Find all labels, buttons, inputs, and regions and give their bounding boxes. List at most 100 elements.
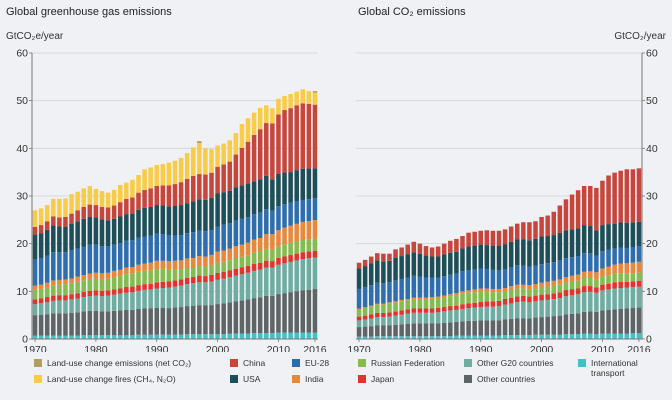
ghg-bar-segment	[111, 310, 117, 336]
ghg-bar-segment	[99, 311, 105, 336]
co2-bar-segment	[490, 230, 496, 246]
legend-label: India	[305, 374, 324, 384]
co2-bar-segment	[411, 312, 417, 324]
co2-bar-segment	[557, 205, 563, 233]
ghg-bar-segment	[203, 305, 208, 335]
co2-bar-segment	[588, 226, 593, 254]
ghg-bar-segment	[124, 214, 129, 241]
co2-bar-segment	[594, 287, 599, 293]
ghg-bar-segment	[227, 302, 233, 334]
ghg-bar-segment	[197, 141, 202, 144]
co2-bar-segment	[630, 308, 636, 334]
co2-bar-segment	[362, 266, 368, 288]
co2-bar-segment	[527, 266, 532, 286]
co2-bar-segment	[630, 281, 636, 288]
ghg-bar-segment	[276, 114, 281, 174]
co2-bar-segment	[411, 241, 417, 253]
co2-bar-segment	[484, 301, 490, 307]
ghg-bar-segment	[75, 210, 80, 222]
legend-swatch	[34, 359, 42, 367]
co2-bar-segment	[581, 253, 587, 272]
ghg-bar-segment	[99, 206, 105, 220]
co2-bar-segment	[521, 239, 526, 266]
co2-bar-segment	[612, 288, 617, 310]
ghg-bar-segment	[197, 174, 202, 200]
co2-bar-segment	[515, 288, 520, 297]
co2-bar-segment	[502, 319, 508, 336]
co2-bar-segment	[527, 318, 532, 336]
co2-bar-segment	[588, 185, 593, 227]
ghg-bar-segment	[75, 312, 80, 336]
ghg-bar-segment	[276, 173, 281, 207]
ghg-bar-segment	[197, 199, 202, 231]
ghg-bar-segment	[251, 112, 257, 135]
co2-bar-segment	[636, 261, 642, 273]
co2-bar-segment	[490, 320, 496, 336]
co2-bar-segment	[600, 251, 605, 269]
ghg-bar-segment	[166, 185, 172, 207]
co2-bar-segment	[368, 326, 374, 337]
ghg-bar-segment	[148, 167, 153, 189]
co2-bar-segment	[490, 288, 496, 293]
ghg-bar-segment	[99, 191, 105, 207]
co2-bar-segment	[600, 284, 605, 291]
co2-bar-segment	[448, 240, 453, 253]
co2-bar-segment	[441, 276, 447, 296]
co2-bar-segment	[606, 224, 611, 250]
ghg-bar-segment	[81, 218, 86, 247]
ghg-bar-segment	[38, 314, 44, 336]
ghg-bar-segment	[81, 188, 86, 207]
co2-bar-segment	[624, 333, 630, 339]
co2-bar-segment	[527, 335, 532, 339]
co2-bar-segment	[472, 320, 477, 336]
ghg-bar-segment	[154, 334, 159, 339]
co2-bar-segment	[575, 280, 581, 289]
co2-bar-segment	[563, 282, 569, 291]
ghg-bar-segment	[209, 230, 214, 255]
co2-bar-segment	[368, 318, 374, 327]
co2-bar-segment	[551, 293, 557, 299]
ghg-bar-segment	[300, 290, 306, 333]
ghg-bar-segment	[69, 213, 74, 224]
ghg-bar-segment	[264, 333, 269, 339]
co2-bar-segment	[581, 311, 587, 334]
legend-item-eu28: EU-28	[292, 358, 329, 368]
co2-bar-segment	[508, 226, 514, 242]
co2-bar-segment	[484, 335, 490, 339]
legend-label: USA	[243, 374, 261, 384]
ghg-bar-segment	[239, 300, 245, 334]
ghg-bar-segment	[178, 182, 184, 206]
co2-bar-segment	[618, 287, 623, 309]
co2-bar-segment	[600, 225, 605, 252]
ghg-bar-segment	[227, 161, 233, 191]
ghg-bar-segment	[251, 134, 257, 182]
ghg-bar-segment	[172, 184, 178, 207]
legend-swatch	[358, 359, 366, 367]
co2-bar-segment	[521, 288, 526, 296]
ghg-bar-segment	[44, 221, 50, 230]
co2-bar-segment	[411, 336, 417, 339]
co2-bar-segment	[448, 336, 453, 339]
ghg-x-tick-label: 1990	[145, 344, 169, 352]
co2-bar-segment	[502, 335, 508, 339]
co2-bar-segment	[612, 282, 617, 289]
co2-x-tick-label: 1980	[408, 344, 432, 352]
co2-bar-segment	[606, 249, 611, 267]
ghg-bar-segment	[209, 281, 214, 306]
ghg-bar-segment	[105, 278, 111, 291]
legend-item-japan: Japan	[358, 374, 394, 384]
co2-bar-segment	[375, 312, 380, 318]
ghg-bar-segment	[160, 268, 166, 282]
left-y-unit: GtCO₂e/year	[6, 31, 64, 42]
co2-bar-segment	[588, 311, 593, 334]
co2-bar-segment	[448, 296, 453, 307]
co2-bar-segment	[393, 257, 398, 281]
co2-bar-segment	[569, 281, 575, 290]
co2-bar-segment	[368, 285, 374, 306]
ghg-bar-segment	[75, 221, 80, 249]
ghg-bar-segment	[93, 335, 99, 339]
legend-label: EU-28	[305, 358, 330, 368]
ghg-bar-segment	[215, 334, 220, 339]
ghg-bar-segment	[209, 334, 214, 339]
co2-bar-segment	[502, 291, 508, 299]
